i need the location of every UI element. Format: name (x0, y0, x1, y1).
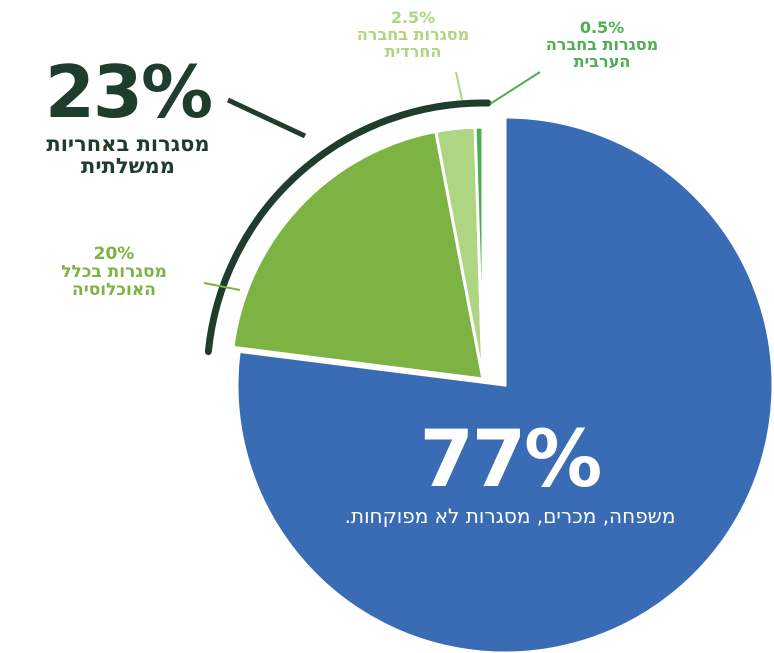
main-slice-percent: 77% (419, 415, 603, 505)
slice-0-5-label: 0.5% מסגרות בחברה הערבית (512, 18, 692, 71)
main-slice-label: 77% משפחה, מכרים, מסגרות לא מפוקחות. (300, 415, 720, 528)
slice-arab (473, 125, 485, 380)
slice-0-5-line1: מסגרות בחברה (545, 34, 659, 54)
main-slice-text: משפחה, מכרים, מסגרות לא מפוקחות. (344, 503, 676, 528)
slice-20-label: 20% מסגרות בכלל האוכלוסיה (24, 244, 204, 300)
slice-20-line1: מסגרות בכלל (61, 261, 167, 282)
group-line2: ממשלתית (81, 153, 175, 178)
group-bracket-arc (204, 99, 492, 356)
slice-20-percent: 20% (93, 244, 135, 264)
slice-20-line2: האוכלוסיה (72, 279, 156, 300)
group-label: 23% מסגרות באחריות ממשלתית (8, 50, 248, 178)
slice-general-population (231, 129, 485, 381)
slice-2-5-line1: מסגרות בחברה (356, 24, 470, 44)
slice-0-5-line2: הערבית (573, 51, 631, 71)
slice-2-5-leader-line (455, 71, 463, 101)
slice-2-5-label: 2.5% מסגרות בחברה החרדית (318, 8, 508, 61)
group-leader-line (226, 97, 307, 139)
slice-0-5-percent: 0.5% (579, 18, 625, 37)
slice-20-leader-line (203, 282, 241, 291)
slice-2-5-percent: 2.5% (390, 8, 436, 27)
slice-family (235, 115, 774, 653)
slice-0-5-leader-line (489, 71, 541, 105)
slice-2-5-line2: החרדית (384, 41, 442, 61)
group-line1: מסגרות באחריות (46, 131, 210, 156)
group-percent: 23% (44, 50, 213, 134)
